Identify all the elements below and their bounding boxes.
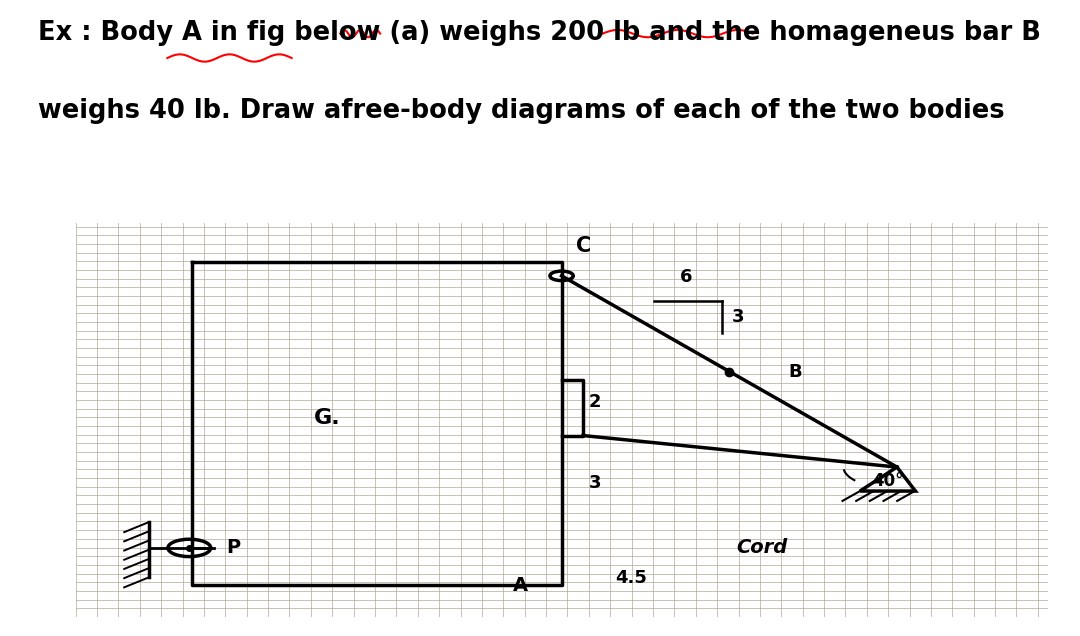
Text: 3: 3 — [732, 308, 744, 326]
Text: Ex : Body A in fig below (a) weighs 200 lb and the homageneus bar B: Ex : Body A in fig below (a) weighs 200 … — [38, 20, 1041, 46]
Text: 4.5: 4.5 — [616, 569, 647, 588]
Text: B: B — [788, 363, 801, 382]
Text: G.: G. — [313, 408, 340, 428]
Text: 3: 3 — [589, 474, 602, 492]
Text: P: P — [227, 539, 241, 557]
Text: Cord: Cord — [737, 539, 787, 557]
Text: weighs 40 lb. Draw afree-body diagrams of each of the two bodies: weighs 40 lb. Draw afree-body diagrams o… — [38, 98, 1004, 123]
Text: A: A — [513, 576, 528, 595]
Text: C: C — [577, 236, 592, 256]
Text: 2: 2 — [589, 393, 602, 411]
Text: 40°: 40° — [873, 472, 904, 490]
Text: 6: 6 — [679, 268, 692, 286]
